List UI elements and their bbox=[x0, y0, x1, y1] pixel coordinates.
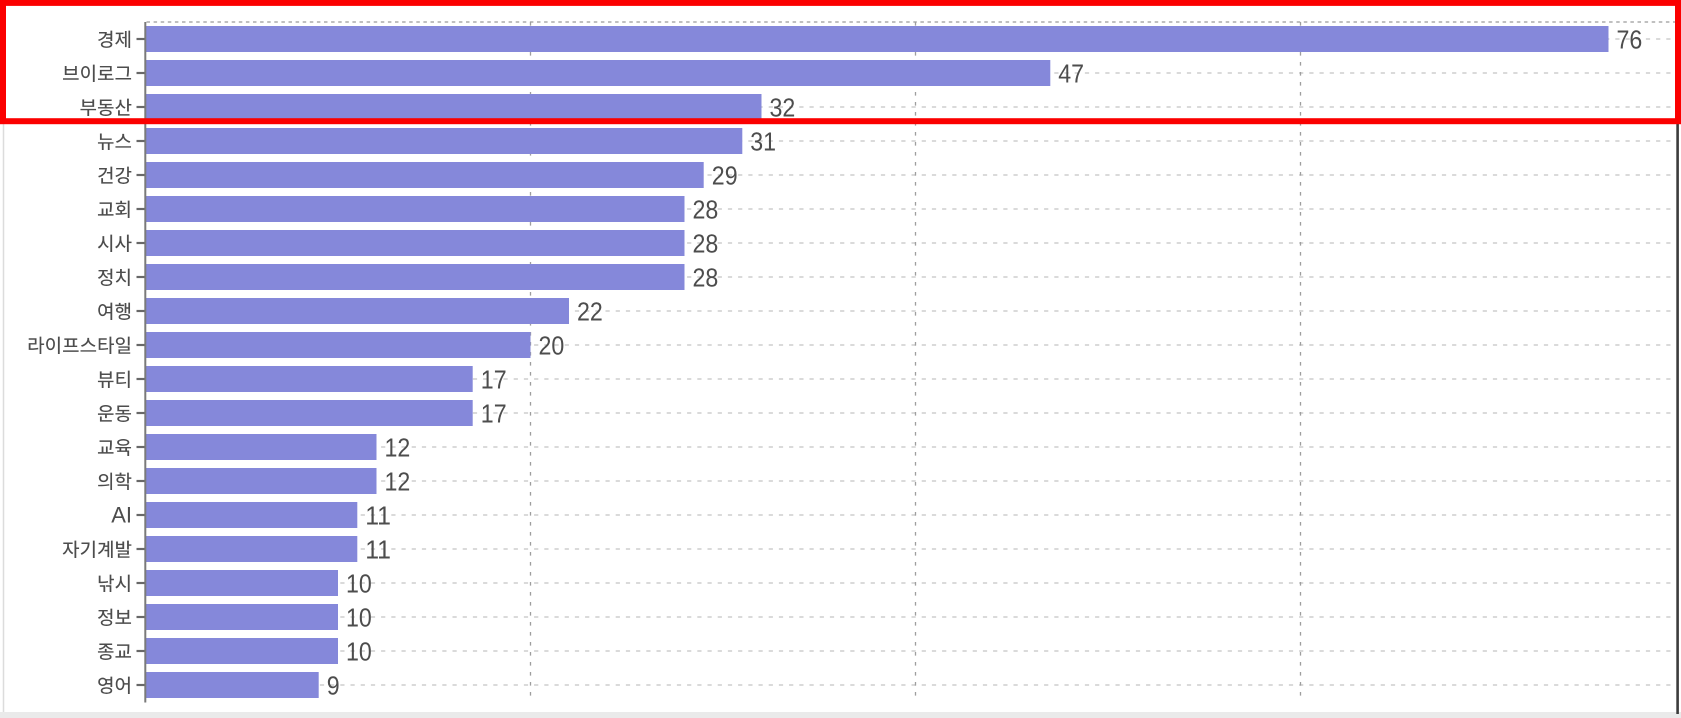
svg-text:31: 31 bbox=[750, 126, 776, 156]
svg-text:10: 10 bbox=[346, 568, 372, 598]
svg-text:17: 17 bbox=[481, 364, 507, 394]
svg-text:22: 22 bbox=[577, 296, 603, 326]
svg-text:28: 28 bbox=[693, 262, 719, 292]
svg-text:12: 12 bbox=[385, 466, 411, 496]
svg-text:76: 76 bbox=[1617, 24, 1643, 54]
svg-text:47: 47 bbox=[1058, 58, 1084, 88]
svg-text:11: 11 bbox=[365, 534, 391, 564]
svg-text:28: 28 bbox=[693, 194, 719, 224]
svg-text:32: 32 bbox=[770, 92, 796, 122]
svg-text:10: 10 bbox=[346, 602, 372, 632]
svg-text:29: 29 bbox=[712, 160, 738, 190]
svg-text:20: 20 bbox=[539, 330, 565, 360]
svg-text:AI: AI bbox=[111, 503, 132, 528]
svg-text:9: 9 bbox=[327, 670, 340, 700]
svg-text:11: 11 bbox=[365, 500, 391, 530]
svg-text:10: 10 bbox=[346, 636, 372, 666]
svg-text:28: 28 bbox=[693, 228, 719, 258]
svg-text:12: 12 bbox=[385, 432, 411, 462]
svg-text:17: 17 bbox=[481, 398, 507, 428]
